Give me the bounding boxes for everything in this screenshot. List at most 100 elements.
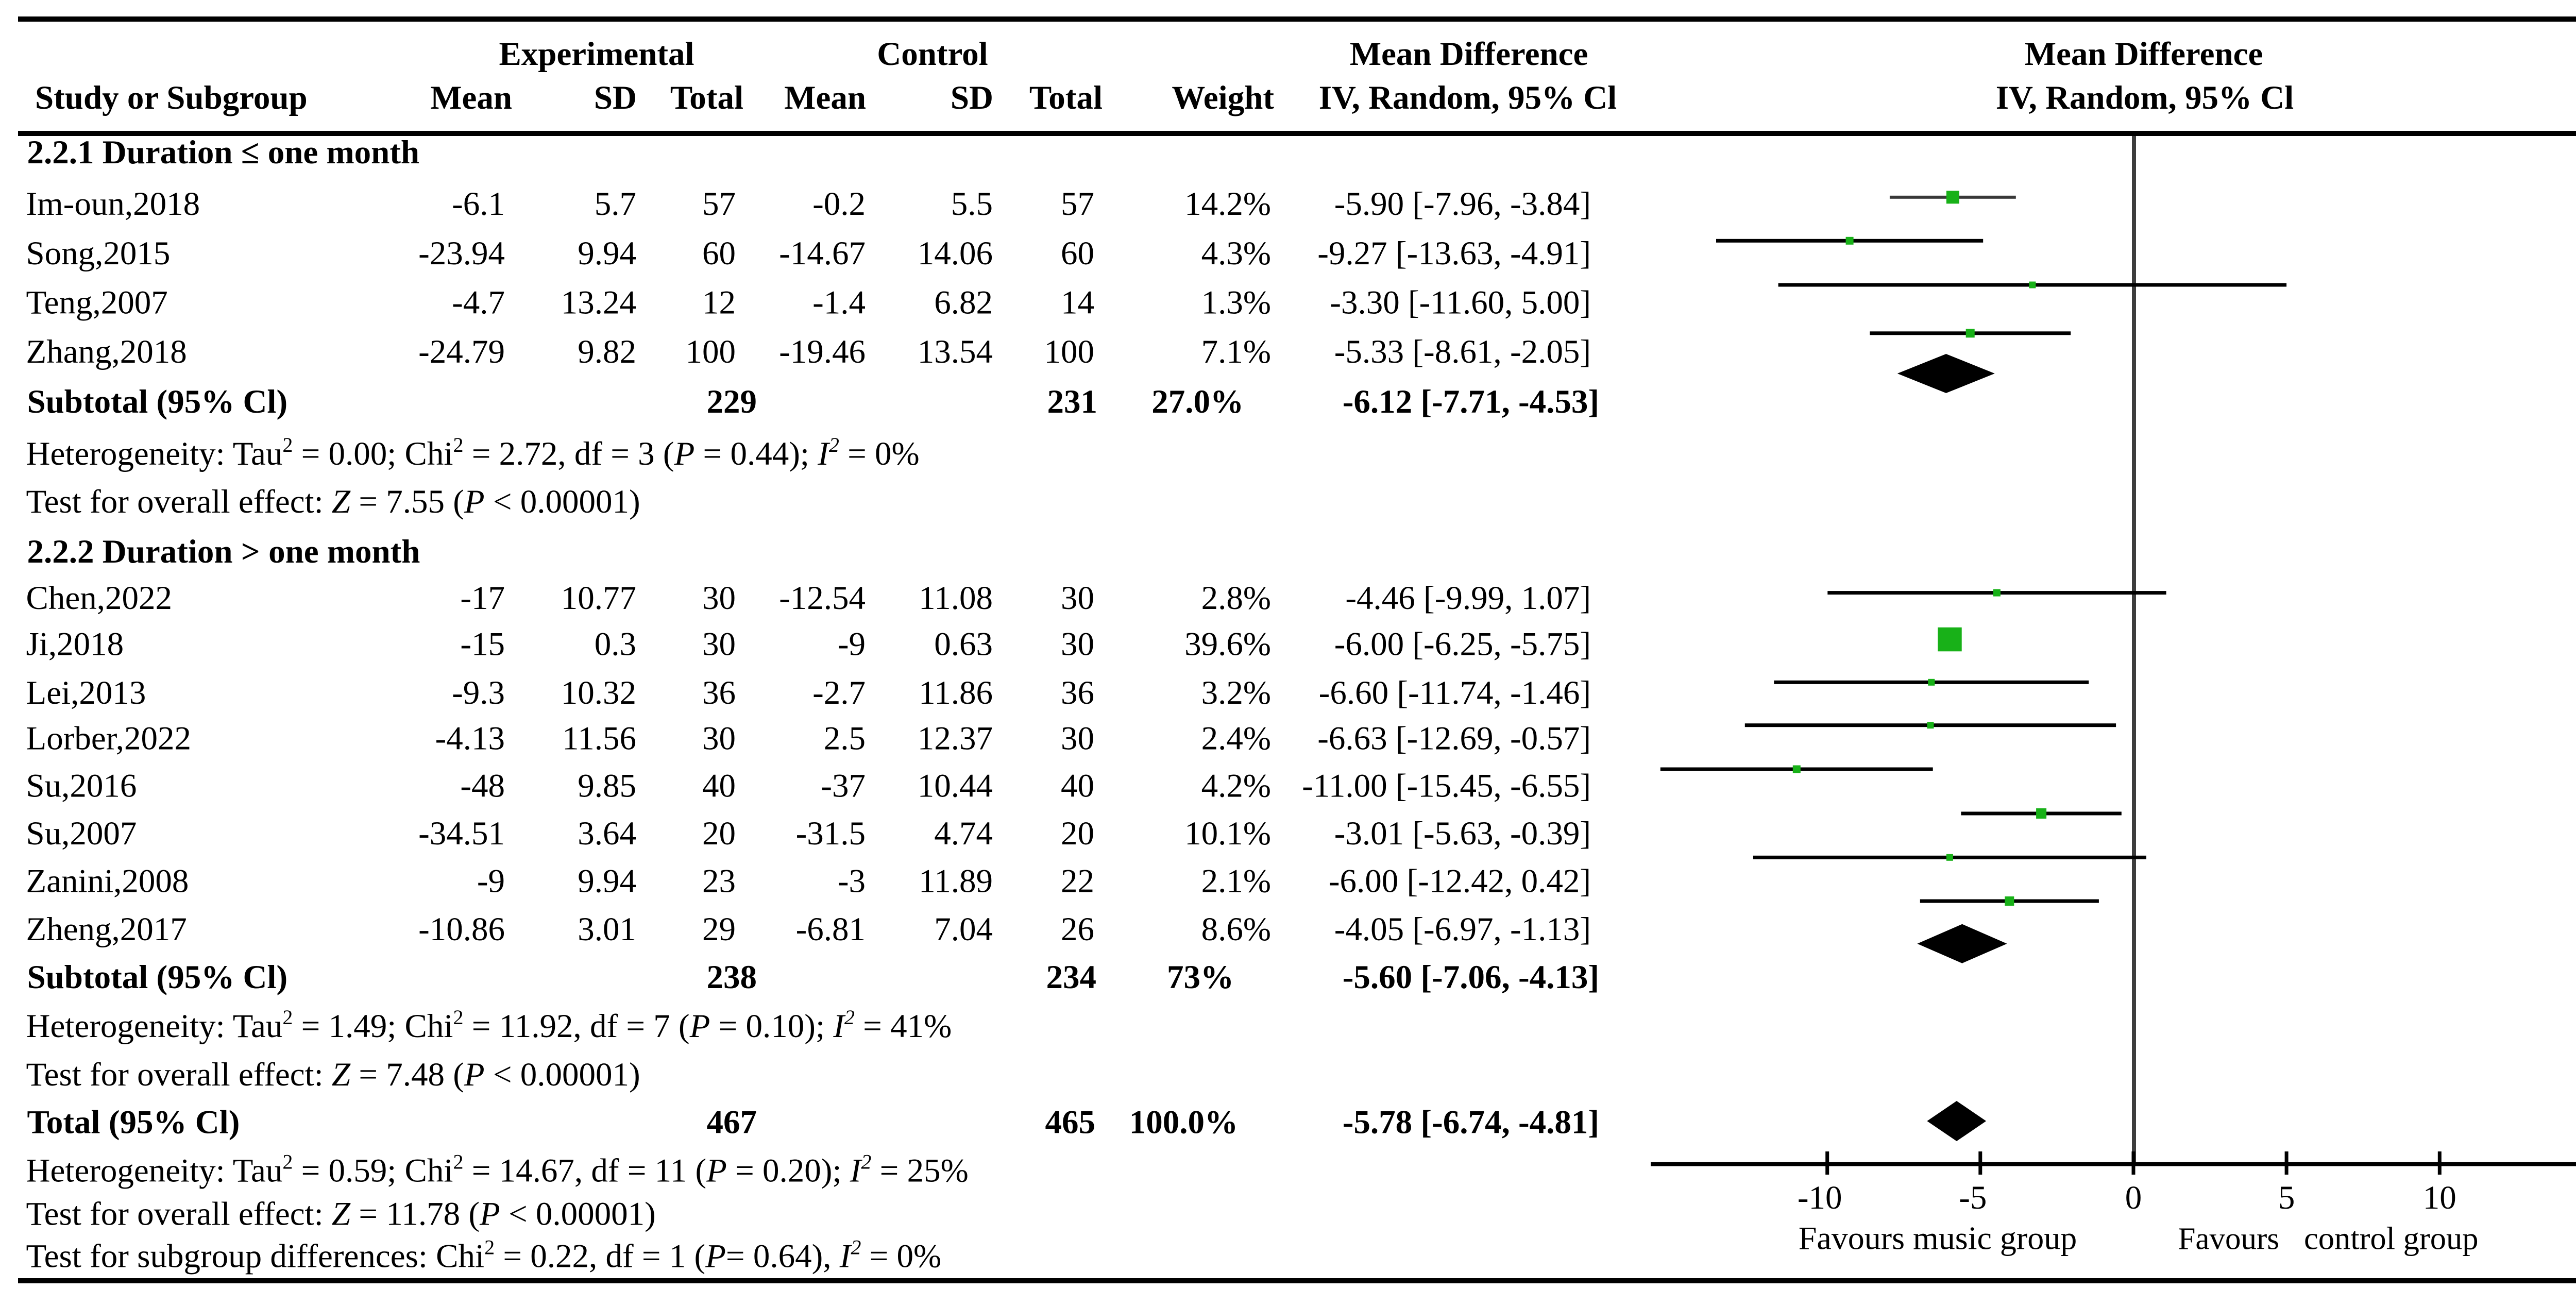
svg-text:-4.13: -4.13 [435, 720, 505, 757]
svg-text:Zhang,2018: Zhang,2018 [26, 333, 187, 370]
svg-text:Test for subgroup differences:: Test for subgroup differences: Chi2 = 0.… [26, 1236, 942, 1275]
svg-text:Im-oun,2018: Im-oun,2018 [26, 185, 200, 223]
svg-text:Mean: Mean [430, 79, 512, 116]
svg-text:20: 20 [1061, 815, 1094, 852]
svg-text:26: 26 [1061, 911, 1094, 948]
svg-text:-48: -48 [460, 768, 505, 805]
svg-text:100: 100 [1044, 333, 1095, 370]
svg-text:2.4%: 2.4% [1201, 720, 1271, 757]
svg-text:14: 14 [1061, 284, 1094, 321]
svg-text:30: 30 [702, 580, 736, 617]
svg-text:-3.30 [-11.60, 5.00]: -3.30 [-11.60, 5.00] [1330, 284, 1591, 321]
svg-text:11.56: 11.56 [562, 720, 636, 757]
svg-text:3.2%: 3.2% [1201, 674, 1271, 711]
svg-text:14.2%: 14.2% [1184, 185, 1271, 223]
svg-text:57: 57 [702, 185, 736, 223]
svg-text:2.2.2 Duration > one month: 2.2.2 Duration > one month [27, 533, 420, 570]
svg-text:4.2%: 4.2% [1201, 768, 1271, 805]
svg-text:-34.51: -34.51 [418, 815, 505, 852]
svg-text:100: 100 [686, 333, 736, 370]
svg-text:10.32: 10.32 [561, 674, 636, 711]
svg-text:60: 60 [702, 235, 736, 272]
svg-text:5.7: 5.7 [595, 185, 636, 223]
svg-text:Favours: Favours [2178, 1222, 2279, 1257]
svg-text:60: 60 [1061, 235, 1094, 272]
svg-text:Heterogeneity: Tau2 = 0.00; Ch: Heterogeneity: Tau2 = 0.00; Chi2 = 2.72,… [26, 433, 920, 472]
svg-text:Experimental: Experimental [499, 36, 694, 73]
svg-text:13.54: 13.54 [918, 333, 993, 370]
svg-text:Heterogeneity: Tau2 = 1.49; Ch: Heterogeneity: Tau2 = 1.49; Chi2 = 11.92… [26, 1006, 952, 1045]
svg-text:465: 465 [1045, 1104, 1096, 1141]
svg-text:-6.12 [-7.71, -4.53]: -6.12 [-7.71, -4.53] [1343, 383, 1599, 420]
svg-text:Control: Control [877, 36, 988, 73]
svg-text:-9: -9 [477, 863, 505, 900]
svg-text:11.89: 11.89 [919, 863, 993, 900]
svg-text:9.85: 9.85 [578, 768, 636, 805]
svg-text:-14.67: -14.67 [779, 235, 866, 272]
svg-text:0.63: 0.63 [934, 626, 993, 663]
svg-text:12: 12 [702, 284, 736, 321]
svg-text:Song,2015: Song,2015 [26, 235, 171, 272]
svg-text:-4.05 [-6.97, -1.13]: -4.05 [-6.97, -1.13] [1334, 911, 1591, 948]
svg-text:SD: SD [951, 79, 993, 116]
svg-text:11.86: 11.86 [919, 674, 993, 711]
svg-text:Heterogeneity: Tau2 = 0.59; Ch: Heterogeneity: Tau2 = 0.59; Chi2 = 14.67… [26, 1150, 969, 1190]
svg-text:22: 22 [1061, 863, 1094, 900]
svg-text:36: 36 [702, 674, 736, 711]
svg-text:Lei,2013: Lei,2013 [26, 674, 146, 711]
svg-text:-5.78 [-6.74, -4.81]: -5.78 [-6.74, -4.81] [1343, 1104, 1599, 1141]
svg-text:2.8%: 2.8% [1201, 580, 1271, 617]
svg-text:234: 234 [1046, 959, 1097, 996]
svg-text:-6.81: -6.81 [796, 911, 866, 948]
svg-text:-6.1: -6.1 [452, 185, 505, 223]
svg-text:229: 229 [707, 383, 757, 420]
svg-text:14.06: 14.06 [918, 235, 993, 272]
svg-text:Mean Difference: Mean Difference [1350, 36, 1588, 73]
svg-text:IV, Random, 95% Cl: IV, Random, 95% Cl [1319, 79, 1617, 116]
svg-text:3.64: 3.64 [578, 815, 636, 852]
svg-text:-9: -9 [838, 626, 866, 663]
svg-text:-6.63 [-12.69, -0.57]: -6.63 [-12.69, -0.57] [1317, 720, 1591, 757]
svg-text:30: 30 [1061, 626, 1094, 663]
svg-text:238: 238 [707, 959, 757, 996]
svg-text:Subtotal (95% Cl): Subtotal (95% Cl) [27, 959, 288, 996]
svg-text:-6.00 [-6.25, -5.75]: -6.00 [-6.25, -5.75] [1334, 626, 1591, 663]
svg-text:30: 30 [702, 626, 736, 663]
svg-text:-5.90 [-7.96, -3.84]: -5.90 [-7.96, -3.84] [1334, 185, 1591, 223]
svg-text:control group: control group [2304, 1220, 2478, 1257]
svg-text:4.74: 4.74 [934, 815, 993, 852]
svg-text:23: 23 [702, 863, 736, 900]
svg-text:1.3%: 1.3% [1201, 284, 1271, 321]
svg-text:7.1%: 7.1% [1201, 333, 1271, 370]
svg-text:40: 40 [1061, 768, 1094, 805]
svg-text:-3.01 [-5.63, -0.39]: -3.01 [-5.63, -0.39] [1334, 815, 1591, 852]
svg-text:10: 10 [2423, 1179, 2456, 1216]
svg-text:7.04: 7.04 [934, 911, 993, 948]
svg-text:-10.86: -10.86 [418, 911, 505, 948]
svg-text:100.0%: 100.0% [1129, 1104, 1238, 1141]
svg-text:-9.27 [-13.63, -4.91]: -9.27 [-13.63, -4.91] [1317, 235, 1591, 272]
svg-text:-17: -17 [460, 580, 505, 617]
svg-text:-5: -5 [1959, 1179, 1987, 1216]
svg-text:SD: SD [594, 79, 637, 116]
svg-text:9.94: 9.94 [578, 863, 636, 900]
svg-text:Ji,2018: Ji,2018 [26, 626, 124, 663]
svg-text:-23.94: -23.94 [418, 235, 505, 272]
svg-text:Subtotal (95% Cl): Subtotal (95% Cl) [27, 383, 288, 420]
svg-text:IV, Random, 95% Cl: IV, Random, 95% Cl [1996, 79, 2294, 116]
svg-text:Su,2016: Su,2016 [26, 768, 137, 805]
svg-text:0.3: 0.3 [595, 626, 636, 663]
svg-text:10.1%: 10.1% [1184, 815, 1271, 852]
svg-text:Su,2007: Su,2007 [26, 815, 137, 852]
svg-text:-4.7: -4.7 [452, 284, 505, 321]
svg-text:-0.2: -0.2 [812, 185, 866, 223]
svg-text:2.5: 2.5 [824, 720, 866, 757]
svg-text:29: 29 [702, 911, 736, 948]
svg-text:Teng,2007: Teng,2007 [26, 284, 168, 321]
svg-text:-1.4: -1.4 [812, 284, 866, 321]
svg-text:-11.00 [-15.45, -6.55]: -11.00 [-15.45, -6.55] [1302, 768, 1591, 805]
svg-text:10.77: 10.77 [561, 580, 636, 617]
svg-text:-5.60 [-7.06, -4.13]: -5.60 [-7.06, -4.13] [1343, 959, 1599, 996]
svg-text:Total (95% Cl): Total (95% Cl) [27, 1104, 240, 1141]
svg-text:-19.46: -19.46 [779, 333, 866, 370]
